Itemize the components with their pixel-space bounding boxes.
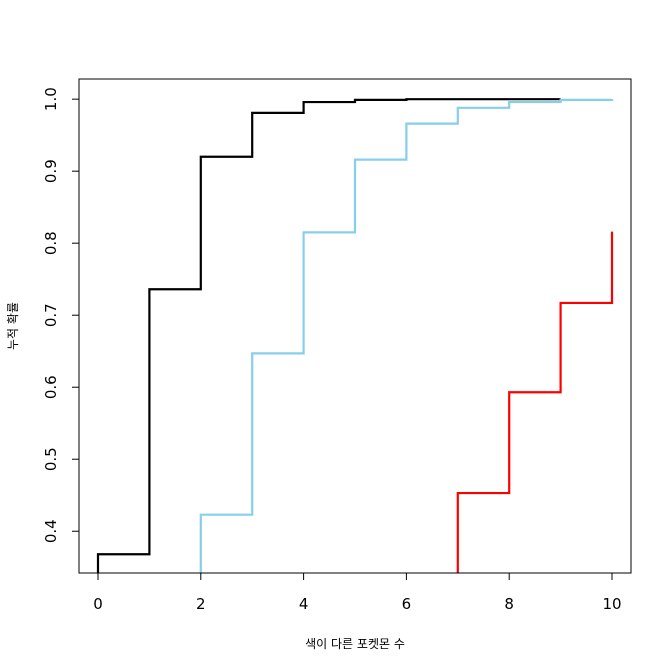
series-layer: [96, 98, 614, 573]
x-tick-label: 8: [504, 595, 514, 613]
x-axis-title: 색이 다른 포켓몬 수: [305, 637, 405, 651]
plot-frame: [78, 78, 632, 574]
y-tick-label: 0.9: [42, 159, 60, 183]
y-tick-label: 1.0: [42, 87, 60, 111]
y-axis: 0.4 0.5 0.6 0.7 0.8 0.9 1.0: [42, 87, 80, 543]
y-tick-label: 0.4: [42, 519, 60, 543]
x-tick-label: 6: [402, 595, 412, 613]
series-line-3: [456, 231, 614, 573]
x-tick-label: 2: [196, 595, 206, 613]
series-line-1: [96, 98, 561, 573]
y-tick-label: 0.6: [42, 375, 60, 399]
x-tick-label: 0: [93, 595, 103, 613]
x-tick-label: 4: [299, 595, 309, 613]
x-tick-label: 10: [602, 595, 621, 613]
series-line-2: [199, 98, 614, 573]
y-tick-label: 0.7: [42, 303, 60, 327]
y-axis-title: 누적 확률: [6, 302, 20, 350]
x-axis: 0 2 4 6 8 10: [93, 572, 622, 613]
y-tick-label: 0.8: [42, 231, 60, 255]
y-tick-label: 0.5: [42, 447, 60, 471]
